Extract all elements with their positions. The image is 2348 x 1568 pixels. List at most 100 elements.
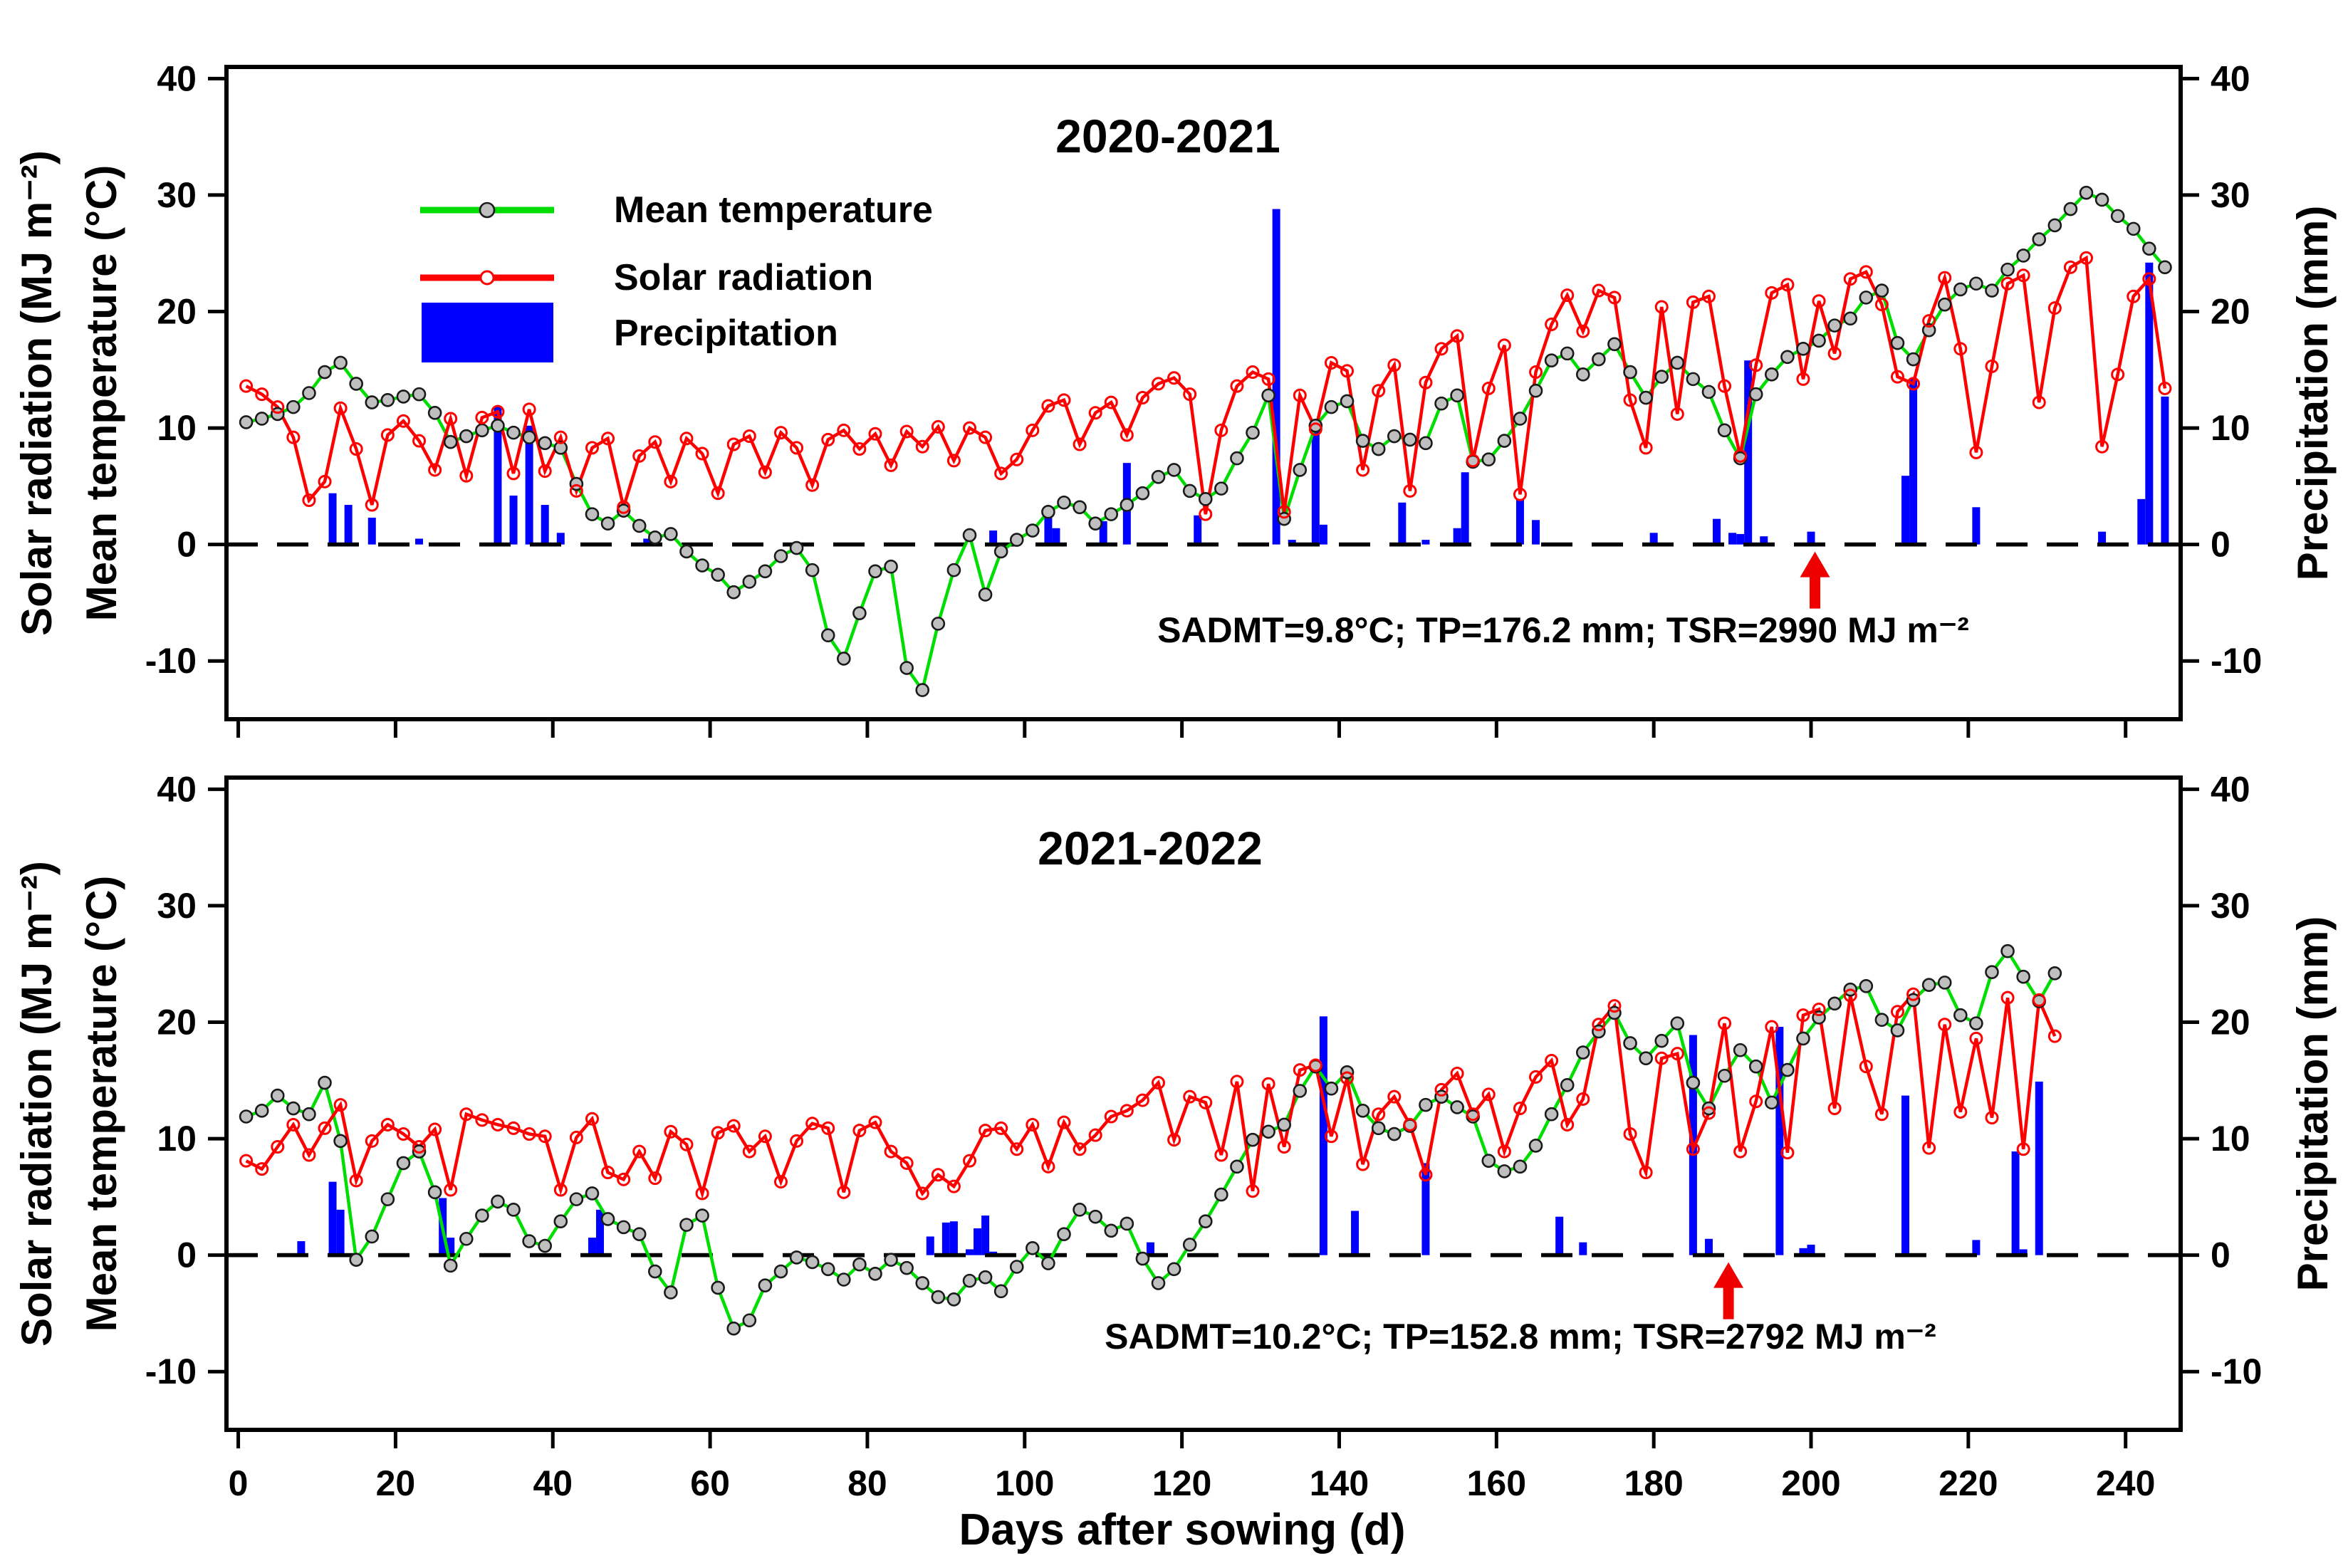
mean-temperature-marker <box>1623 1036 1637 1050</box>
solar-radiation-marker <box>1293 388 1307 402</box>
mean-temperature-marker <box>1859 978 1874 993</box>
solar-radiation-marker <box>255 387 269 402</box>
mean-temperature-marker <box>2000 262 2015 277</box>
precipitation-bar <box>541 505 549 545</box>
solar-radiation-marker <box>617 500 631 514</box>
x-tick-label: 60 <box>690 1463 730 1503</box>
solar-radiation-marker <box>459 469 474 483</box>
solar-radiation-marker <box>979 430 993 444</box>
solar-radiation-marker <box>1592 283 1606 298</box>
solar-radiation-marker <box>333 1098 348 1112</box>
mean-temperature-marker <box>978 587 993 602</box>
solar-radiation-marker <box>302 493 316 507</box>
precipitation-bar <box>2161 396 2169 545</box>
mean-temperature-marker <box>711 568 725 582</box>
solar-radiation-marker <box>726 1119 741 1133</box>
mean-temperature-marker <box>1277 1117 1291 1132</box>
mean-temperature-marker <box>1717 1068 1732 1083</box>
mean-temperature-marker <box>522 1234 536 1248</box>
mean-temperature-marker <box>349 377 363 391</box>
solar-radiation-marker <box>239 1154 254 1168</box>
mean-temperature-marker <box>1748 1059 1763 1074</box>
mean-temperature-marker <box>1796 342 1810 356</box>
solar-radiation-marker <box>758 465 772 479</box>
mean-temperature-marker <box>1419 436 1433 451</box>
mean-temperature-marker <box>884 1253 898 1267</box>
solar-radiation-marker <box>1560 1117 1575 1131</box>
solar-radiation-marker <box>1356 463 1370 477</box>
precipitation-bar <box>2145 262 2154 545</box>
solar-radiation-marker <box>1026 1117 1040 1131</box>
mean-temperature-marker <box>2063 202 2078 216</box>
x-tick-label: 180 <box>1624 1463 1683 1503</box>
precipitation-bar <box>1807 1244 1815 1255</box>
left-tick-label: 20 <box>157 1003 197 1042</box>
mean-temperature-marker <box>522 430 536 444</box>
x-tick-label: 200 <box>1781 1463 1840 1503</box>
mean-temperature-marker <box>1167 1262 1181 1277</box>
mean-temperature-marker <box>789 1250 804 1265</box>
solar-radiation-marker <box>1843 272 1857 286</box>
solar-radiation-marker <box>1874 1107 1889 1122</box>
solar-radiation-marker <box>1026 423 1040 437</box>
mean-temperature-marker <box>1859 291 1874 305</box>
precipitation-bar <box>1453 528 1461 545</box>
mean-temperature-marker <box>868 564 882 579</box>
precipitation-bar <box>556 533 565 545</box>
solar-radiation-marker <box>491 404 505 419</box>
panel2-stats-annotation: SADMT=10.2°C; TP=152.8 mm; TSR=2792 MJ m… <box>1105 1317 1936 1357</box>
mean-temperature-marker <box>2016 969 2030 984</box>
mean-temperature-marker <box>679 1218 694 1232</box>
precipitation-bar <box>367 518 376 545</box>
solar-radiation-marker <box>1576 324 1590 338</box>
mean-temperature-marker <box>1575 1045 1590 1060</box>
solar-radiation-marker <box>1796 1008 1810 1023</box>
solar-radiation-marker <box>1199 507 1213 521</box>
mean-temperature-marker <box>270 1088 285 1103</box>
precipitation-bar <box>447 1238 455 1255</box>
mean-temperature-marker <box>758 1278 773 1292</box>
left-tick-label: -10 <box>145 1352 197 1391</box>
mean-temperature-marker <box>1324 399 1339 414</box>
mean-temperature-marker <box>1120 1216 1134 1231</box>
precipitation-bar <box>1272 209 1280 545</box>
mean-temperature-marker <box>1057 495 1071 510</box>
precipitation-bar <box>1579 1242 1587 1255</box>
mean-temperature-marker <box>1261 388 1275 403</box>
left-tick-label: 40 <box>157 769 197 809</box>
mean-temperature-marker <box>711 1280 725 1295</box>
mean-temperature-marker <box>664 1285 678 1300</box>
mean-temperature-marker <box>1670 355 1685 370</box>
precipitation-bar <box>596 1209 605 1255</box>
solar-radiation-marker <box>946 1179 961 1193</box>
solar-radiation-marker <box>1843 988 1857 1003</box>
solar-radiation-marker <box>396 414 410 428</box>
mean-temperature-marker <box>1026 523 1040 538</box>
solar-radiation-marker <box>1765 1020 1779 1034</box>
solar-radiation-marker <box>1827 346 1842 360</box>
solar-radiation-marker <box>1481 1087 1496 1102</box>
precipitation-bar <box>1901 476 1910 545</box>
precipitation-bar <box>926 1236 934 1255</box>
mean-temperature-marker <box>239 415 254 429</box>
precipitation-bar <box>949 1221 958 1255</box>
x-tick-label: 220 <box>1939 1463 1998 1503</box>
solar-radiation-marker <box>1120 1104 1134 1118</box>
precipitation-bar <box>1099 521 1107 545</box>
mean-temperature-marker <box>820 1262 835 1277</box>
mean-temperature-marker <box>837 1272 851 1287</box>
mean-temperature-marker <box>742 575 757 589</box>
solar-radiation-marker <box>1497 338 1511 352</box>
mean-temperature-marker <box>742 1313 757 1328</box>
solar-radiation-marker <box>1765 286 1779 300</box>
solar-radiation-marker <box>1607 291 1622 305</box>
mean-temperature-marker <box>1198 492 1213 506</box>
precipitation-bar <box>1728 533 1737 545</box>
solar-radiation-marker <box>475 1113 489 1127</box>
mean-temperature-marker <box>443 1258 458 1273</box>
solar-radiation-marker <box>444 412 458 426</box>
solar-radiation-marker <box>1419 1168 1433 1182</box>
solar-radiation-marker <box>239 379 254 393</box>
mean-temperature-marker <box>1355 434 1370 448</box>
solar-radiation-marker <box>380 1117 395 1131</box>
